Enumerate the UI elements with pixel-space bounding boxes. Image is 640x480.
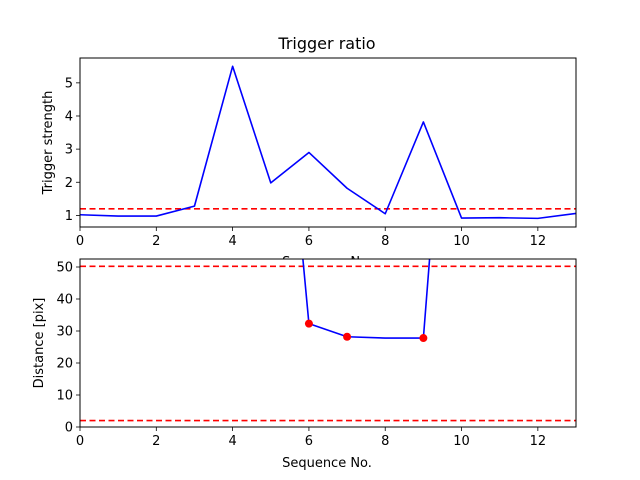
y-axis-label: Distance [pix] bbox=[32, 298, 47, 389]
x-tick-label: 0 bbox=[76, 434, 84, 449]
y-tick-label: 50 bbox=[56, 261, 73, 276]
y-tick-label: 3 bbox=[65, 143, 73, 158]
distance-chart: 0 2 4 6 8 10 12 0 10 20 30 40 50 Distance [pix] bbox=[32, 258, 577, 450]
x-tick-label: 2 bbox=[152, 234, 160, 249]
y-tick-label: 0 bbox=[65, 421, 73, 436]
x-tick-label: 6 bbox=[305, 234, 313, 249]
data-point-marker bbox=[304, 319, 313, 328]
x-tick-label: 8 bbox=[381, 234, 389, 249]
y-tick-label: 40 bbox=[56, 293, 73, 308]
x-tick-label: 8 bbox=[381, 434, 389, 449]
data-point-marker bbox=[343, 332, 352, 341]
y-axis-label: Trigger strength bbox=[41, 91, 56, 196]
y-tick-label: 4 bbox=[65, 109, 73, 124]
plot-area bbox=[80, 259, 576, 422]
plot-area bbox=[80, 65, 576, 220]
y-tick-label: 20 bbox=[56, 357, 73, 372]
chart-title: Trigger ratio bbox=[277, 34, 375, 53]
x-tick-label: 10 bbox=[453, 434, 470, 449]
data-point-marker bbox=[419, 334, 428, 343]
y-tick-label: 1 bbox=[65, 209, 73, 224]
x-tick-label: 0 bbox=[76, 234, 84, 249]
plot-frame bbox=[79, 258, 577, 428]
x-tick-label: 12 bbox=[530, 234, 547, 249]
axis-ticks: 0 2 4 6 8 10 12 0 10 20 30 40 50 bbox=[56, 261, 546, 450]
y-tick-label: 30 bbox=[56, 325, 73, 340]
x-tick-label: 2 bbox=[152, 434, 160, 449]
x-tick-label: 4 bbox=[228, 434, 236, 449]
x-tick-label: 10 bbox=[453, 234, 470, 249]
x-tick-label: 12 bbox=[530, 434, 547, 449]
y-tick-label: 2 bbox=[65, 176, 73, 191]
x-axis-label: Sequence No. bbox=[282, 456, 372, 471]
plot-frame bbox=[79, 57, 577, 228]
y-tick-label: 10 bbox=[56, 389, 73, 404]
series-line bbox=[80, 65, 576, 220]
x-tick-label: 4 bbox=[228, 234, 236, 249]
x-tick-label: 6 bbox=[305, 434, 313, 449]
plot-background bbox=[80, 259, 576, 427]
y-tick-label: 5 bbox=[65, 76, 73, 91]
series-line bbox=[302, 259, 431, 339]
